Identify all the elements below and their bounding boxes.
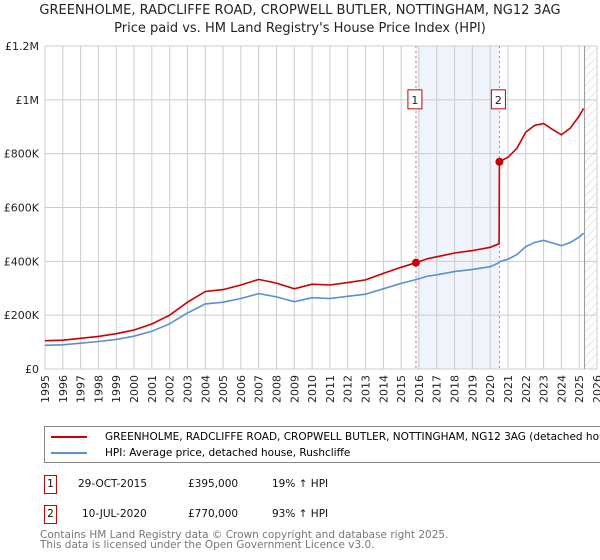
x-tick-label: 1999 <box>110 375 123 403</box>
price-chart: 1995 1996 1997 1998 1999 2000 2001 2002 2003 2004… <box>4 40 600 403</box>
legend-label-hpi: HPI: Average price, detached house, Rush… <box>105 447 351 459</box>
x-tick-label: 2010 <box>306 375 319 403</box>
y-tick-label: £0 <box>25 363 39 376</box>
sale-price: £770,000 <box>188 508 239 520</box>
x-tick-label: 2024 <box>555 375 568 403</box>
y-tick-label: £800K <box>4 148 40 161</box>
x-tick-label: 2008 <box>270 375 283 403</box>
sale-label-box <box>407 89 423 110</box>
x-tick-label: 2026 <box>591 375 600 403</box>
x-tick-label: 2003 <box>181 375 194 403</box>
x-tick-label: 1995 <box>39 375 52 403</box>
x-tick-label: 2017 <box>431 375 444 403</box>
x-tick-label: 2015 <box>395 375 408 403</box>
x-tick-label: 2000 <box>128 375 141 403</box>
property-series-line <box>44 107 585 342</box>
x-tick-label: 2002 <box>164 375 177 403</box>
y-tick-label: £600K <box>4 202 40 215</box>
red-line-swatch <box>51 436 87 438</box>
x-tick-label: 2019 <box>466 375 479 403</box>
y-tick-label: £400K <box>4 255 40 268</box>
x-tick-label: 2009 <box>288 375 301 403</box>
x-tick-label: 2016 <box>413 375 426 403</box>
x-tick-label: 2023 <box>538 375 551 403</box>
x-tick-label: 2011 <box>324 375 337 403</box>
sale-date: 29-OCT-2015 <box>78 478 147 490</box>
sale-hpi-diff: 19% ↑ HPI <box>272 478 329 490</box>
blue-line-swatch <box>51 452 87 454</box>
x-tick-label: 2021 <box>502 375 515 403</box>
sale-label: 1 <box>411 94 418 107</box>
x-tick-label: 2001 <box>146 375 159 403</box>
x-tick-label: 2005 <box>217 375 230 403</box>
x-tick-label: 2018 <box>449 375 462 403</box>
legend: GREENHOLME, RADCLIFFE ROAD, CROPWELL BUT… <box>44 426 600 463</box>
x-tick-label: 2014 <box>377 375 390 403</box>
sale-label-box <box>490 89 506 110</box>
x-tick-label: 2025 <box>573 375 586 403</box>
x-tick-label: 2020 <box>484 375 497 403</box>
chart-title: GREENHOLME, RADCLIFFE ROAD, CROPWELL BUT… <box>39 3 561 18</box>
x-tick-label: 2007 <box>253 375 266 403</box>
y-tick-label: £1.2M <box>5 40 39 53</box>
x-tick-label: 2013 <box>360 375 373 403</box>
sale-hpi-diff: 93% ↑ HPI <box>272 508 329 520</box>
sale-point <box>495 157 504 166</box>
sale-price: £395,000 <box>188 478 239 490</box>
y-tick-label: £1M <box>16 94 40 107</box>
hpi-series-line <box>44 232 585 347</box>
x-tick-label: 2006 <box>235 375 248 403</box>
x-tick-label: 2022 <box>520 375 533 403</box>
sale-badge: 2 <box>44 505 57 524</box>
sale-date: 10-JUL-2020 <box>82 508 147 520</box>
legend-label-property: GREENHOLME, RADCLIFFE ROAD, CROPWELL BUT… <box>105 431 600 443</box>
legend-item-hpi: HPI: Average price, detached house, Rush… <box>45 445 350 461</box>
x-tick-label: 2004 <box>199 375 212 403</box>
footer: Contains HM Land Registry data © Crown c… <box>40 529 449 551</box>
sale-badge: 1 <box>44 475 57 494</box>
x-tick-label: 1996 <box>57 375 70 403</box>
sale-point <box>411 258 420 267</box>
footer-copyright: Contains HM Land Registry data © Crown c… <box>40 529 449 541</box>
y-tick-label: £200K <box>4 309 40 322</box>
x-tick-label: 2012 <box>342 375 355 403</box>
sale-label: 2 <box>495 94 502 107</box>
legend-item-property: GREENHOLME, RADCLIFFE ROAD, CROPWELL BUT… <box>45 429 600 445</box>
x-tick-label: 1998 <box>92 375 105 403</box>
chart-subtitle: Price paid vs. HM Land Registry's House … <box>114 21 486 36</box>
x-tick-label: 1997 <box>75 375 88 403</box>
footer-licence: This data is licensed under the Open Gov… <box>40 539 375 551</box>
